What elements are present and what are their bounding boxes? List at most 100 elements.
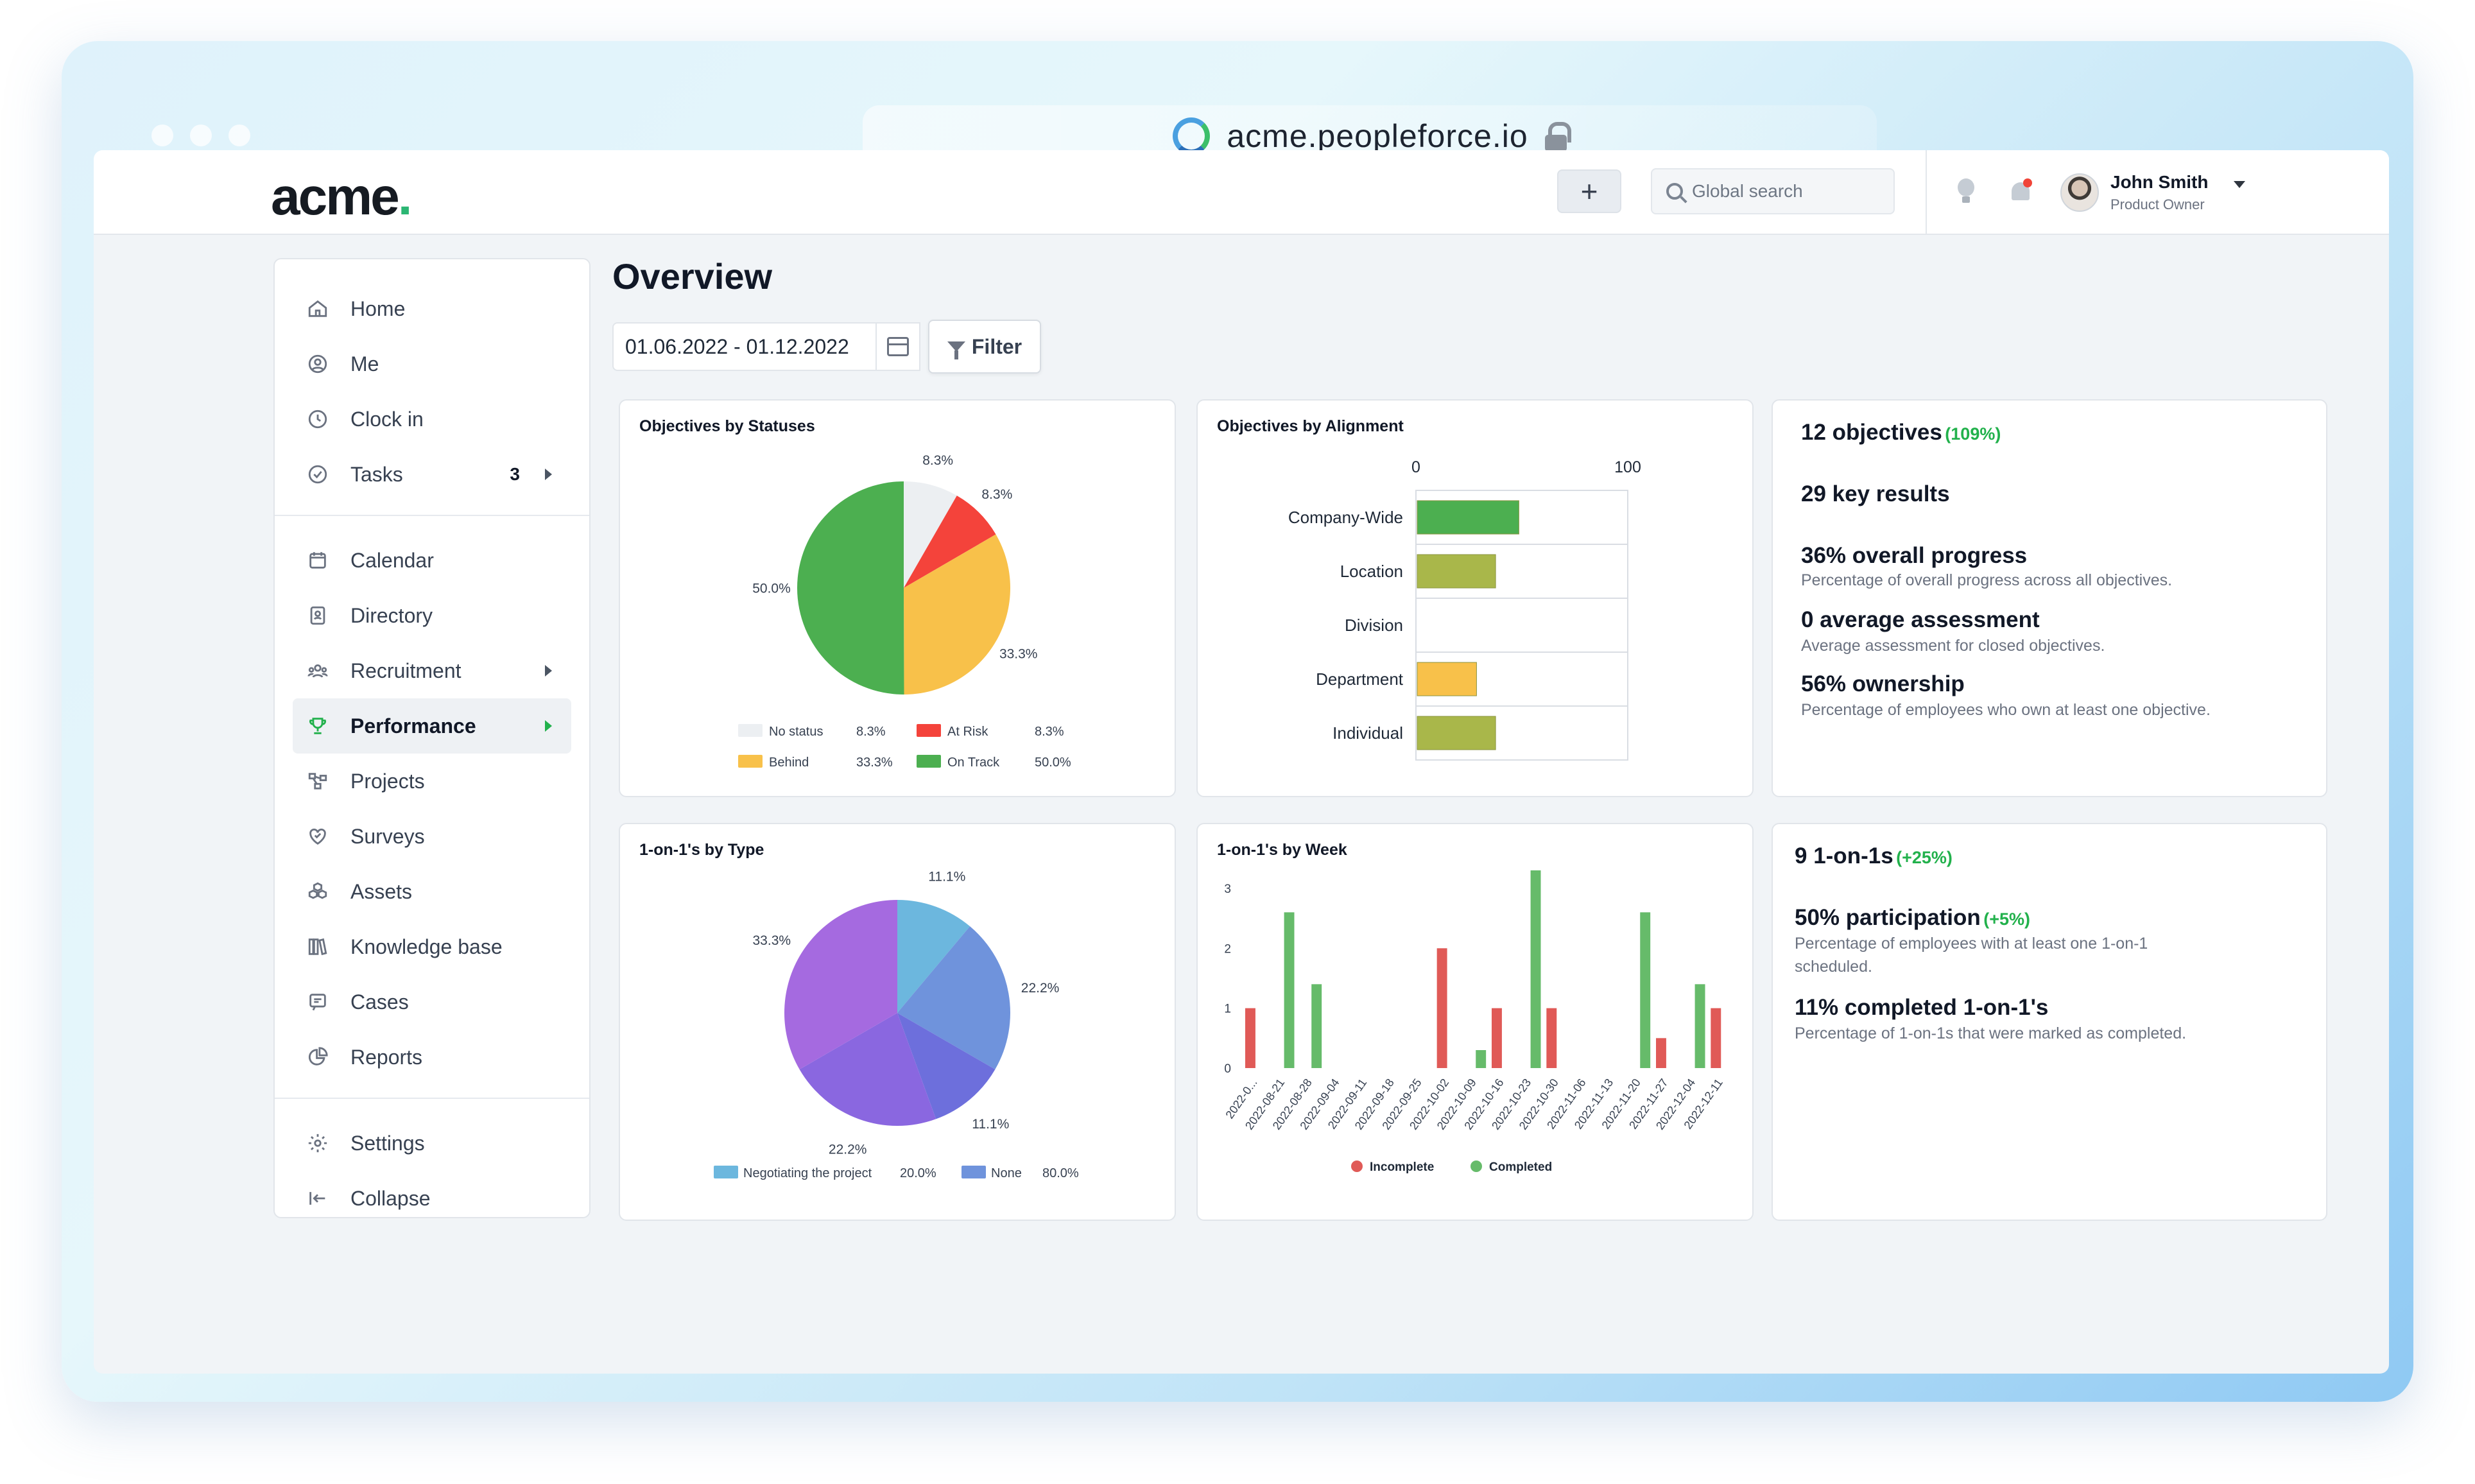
global-search[interactable] [1651,168,1895,214]
chevron-right-icon[interactable] [545,665,552,677]
bar [1417,716,1496,750]
slice-label: 33.3% [753,933,791,948]
trophy-icon [307,715,329,737]
average-assessment: 0 average assessment [1801,607,2040,632]
nav-group-footer: Settings Collapse [275,1107,589,1226]
add-button[interactable]: + [1557,169,1621,213]
chevron-right-icon[interactable] [545,469,552,480]
y-tick: 1 [1224,1003,1231,1016]
clock-icon [307,408,329,430]
calendar-icon [887,337,909,356]
date-picker-button[interactable] [875,322,920,371]
ownership: 56% ownership [1801,671,1965,696]
pie-slice [904,534,1010,695]
search-input[interactable] [1692,181,1884,202]
slice-label: 33.3% [999,646,1038,661]
legend-swatch [714,1166,738,1178]
sidebar-item-surveys[interactable]: Surveys [293,809,571,864]
sidebar-item-reports[interactable]: Reports [293,1030,571,1085]
pie-slice [797,481,904,695]
bar [1417,554,1496,589]
filter-button[interactable]: Filter [928,320,1041,374]
legend-value: 8.3% [1035,725,1064,739]
legend-value: 80.0% [1042,1166,1079,1180]
divider [1926,150,1927,235]
sidebar-item-calendar[interactable]: Calendar [293,533,571,588]
collapse-icon [307,1187,329,1209]
card-title: 1-on-1's by Week [1217,841,1347,859]
y-tick: 0 [1224,1062,1231,1076]
one-on-ones-summary-card: 9 1-on-1s (+25%) 50% participation (+5%)… [1772,823,2327,1221]
bar [1311,984,1322,1068]
top-bar: acme. + John Smith Product Owner [94,150,2389,235]
pie-slice [904,496,996,588]
sidebar-item-projects[interactable]: Projects [293,754,571,809]
participation: 50% participation (+5%) [1795,905,2031,930]
date-range-input[interactable]: 01.06.2022 - 01.12.2022 [612,322,877,371]
brand-logo[interactable]: acme. [271,168,413,226]
category-label: Department [1316,669,1404,689]
url-text: acme.peopleforce.io [1227,118,1528,154]
card-title: Objectives by Alignment [1217,417,1404,435]
window-dot-close[interactable] [151,125,173,146]
window-dot-minimize[interactable] [190,125,212,146]
overall-progress-desc: Percentage of overall progress across al… [1801,571,2173,589]
objectives-by-alignment-card: Objectives by Alignment 0 100 Company-Wide… [1196,399,1754,797]
sidebar-item-knowledge-base[interactable]: Knowledge base [293,919,571,974]
legend-label: On Track [947,755,1000,770]
slice-label: 50.0% [752,581,791,596]
sidebar: Home Me Clock in Tasks 3 Calendar [273,258,591,1218]
overall-progress: 36% overall progress [1801,543,2028,568]
sidebar-item-collapse[interactable]: Collapse [293,1171,571,1226]
sidebar-item-clock-in[interactable]: Clock in [293,392,571,447]
key-results-count: 29 key results [1801,481,1950,506]
window-dot-maximize[interactable] [229,125,250,146]
calendar-icon [307,549,329,571]
legend-label: Negotiating the project [743,1166,872,1180]
cases-icon [307,991,329,1013]
lightbulb-icon[interactable] [1956,178,1976,205]
sidebar-item-recruitment[interactable]: Recruitment [293,643,571,698]
user-name[interactable]: John Smith [2110,172,2209,192]
legend-value: 8.3% [856,725,886,739]
check-circle-icon [307,463,329,485]
bar [1245,1008,1255,1068]
books-icon [307,936,329,958]
sidebar-item-home[interactable]: Home [293,281,571,336]
slice-label: 22.2% [1021,981,1060,996]
nav-group-main: Home Me Clock in Tasks 3 [275,259,589,524]
sidebar-item-directory[interactable]: Directory [293,588,571,643]
legend-swatch [917,755,941,768]
axis-tick: 100 [1614,458,1641,476]
avatar[interactable] [2060,173,2099,212]
projects-icon [307,770,329,792]
app-window: acme. + John Smith Product Owner Home Me [94,150,2389,1374]
legend-label: Behind [769,755,809,770]
objectives-count: 12 objectives (109%) [1801,420,2001,445]
sidebar-item-assets[interactable]: Assets [293,864,571,919]
chevron-right-icon[interactable] [545,720,552,732]
chevron-down-icon[interactable] [2234,181,2245,188]
site-logo-icon [1173,117,1211,155]
bar [1711,1008,1721,1068]
sidebar-item-me[interactable]: Me [293,336,571,392]
legend-label: Incomplete [1370,1160,1434,1174]
sidebar-item-settings[interactable]: Settings [293,1116,571,1171]
pie-icon [307,1046,329,1068]
filter-icon [947,341,965,359]
legend-swatch [1351,1160,1363,1172]
home-icon [307,298,329,320]
bar [1417,662,1477,696]
sidebar-item-performance[interactable]: Performance [293,698,571,754]
sidebar-item-cases[interactable]: Cases [293,974,571,1030]
y-tick: 2 [1224,942,1231,956]
row-grid [1415,705,1628,761]
bell-icon[interactable] [2009,178,2032,205]
sidebar-item-tasks[interactable]: Tasks 3 [293,447,571,502]
card-title: Objectives by Statuses [639,417,815,435]
legend-label: Completed [1489,1160,1552,1174]
assets-icon [307,881,329,902]
search-icon [1666,183,1683,200]
pie-slice [897,900,970,1013]
category-label: Company-Wide [1288,508,1403,527]
